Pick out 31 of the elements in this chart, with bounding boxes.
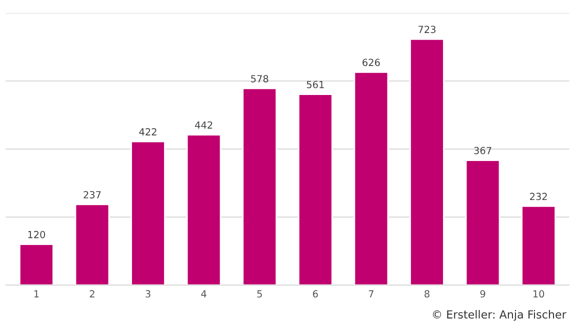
bar xyxy=(74,204,110,286)
x-tick-label: 5 xyxy=(257,290,262,298)
bar xyxy=(19,244,54,286)
bar xyxy=(298,94,333,286)
x-tick-label: 2 xyxy=(90,290,94,298)
data-label: 723 xyxy=(418,26,436,34)
x-tick-label: 3 xyxy=(146,290,150,298)
bar xyxy=(186,134,222,286)
x-tick-label: 9 xyxy=(480,290,486,298)
data-label: 442 xyxy=(195,121,212,129)
bar xyxy=(130,140,166,286)
x-tick-label: 1 xyxy=(34,290,39,298)
data-label: 561 xyxy=(306,80,324,88)
x-tick-label: 8 xyxy=(424,290,430,298)
bar xyxy=(354,71,389,286)
bar xyxy=(242,88,278,286)
bar xyxy=(521,206,556,286)
x-tick-label: 6 xyxy=(312,290,318,298)
text: © Ersteller: Anja Fischer xyxy=(432,310,566,321)
data-label: 120 xyxy=(28,230,46,238)
x-tick-label: 4 xyxy=(201,290,206,298)
x-tick-label: 10 xyxy=(533,290,544,298)
data-label: 626 xyxy=(362,58,380,66)
data-label: 232 xyxy=(530,192,547,200)
bar xyxy=(465,160,500,286)
x-tick-label: 7 xyxy=(368,290,374,298)
data-label: 237 xyxy=(84,191,101,198)
bar xyxy=(410,38,444,286)
data-label: 422 xyxy=(139,128,156,136)
data-label: 367 xyxy=(474,146,492,154)
data-label: 578 xyxy=(251,75,268,82)
